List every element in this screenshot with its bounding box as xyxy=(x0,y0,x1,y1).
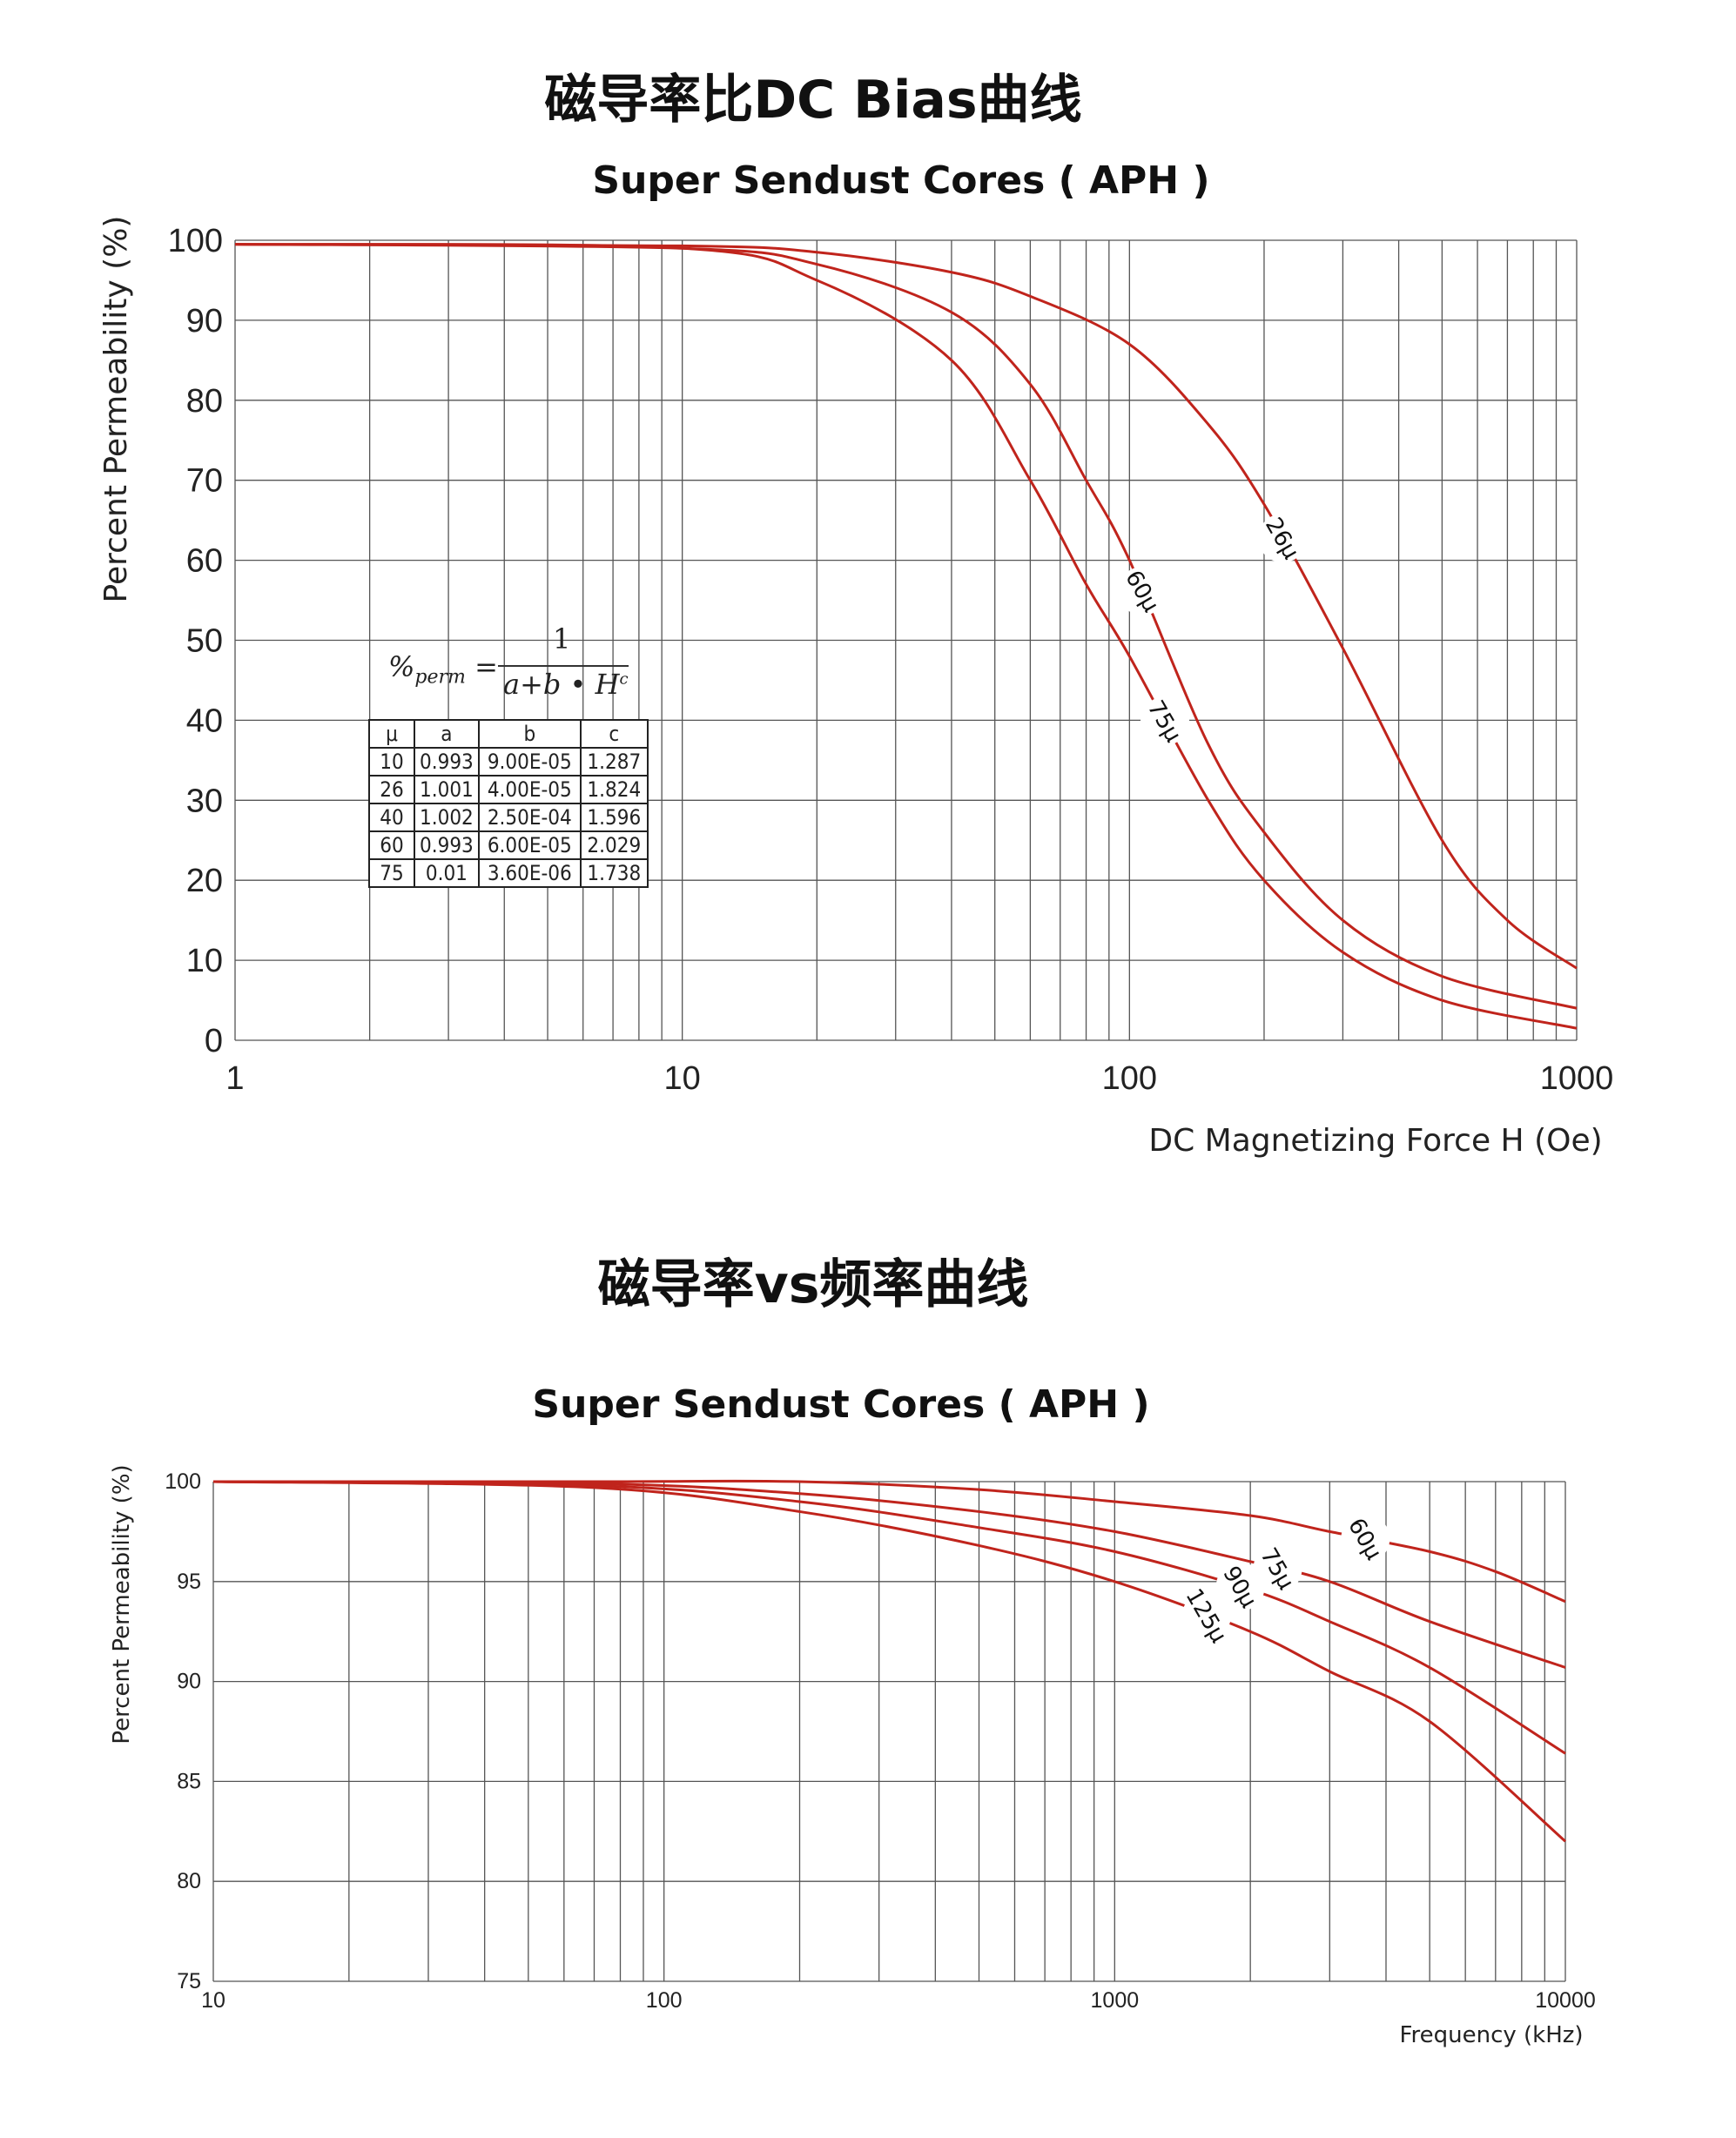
cell: 40 xyxy=(368,803,415,832)
curve-label-background xyxy=(1215,1562,1265,1611)
y-tick-label: 0 xyxy=(205,1023,223,1059)
formula-perm: perm xyxy=(414,666,466,689)
col-header-b: b xyxy=(477,719,582,749)
y-tick-label: 50 xyxy=(186,623,223,660)
table-row: 60 0.993 6.00E-05 2.029 xyxy=(368,830,649,860)
curve-26u xyxy=(234,243,1578,970)
y-tick-label: 90 xyxy=(177,1670,201,1694)
curve-75u xyxy=(212,1480,1566,1669)
col-header-c: c xyxy=(579,719,649,749)
coefficient-table: μ a b c 10 0.993 9.00E-05 1.287 26 1.001 4.00… xyxy=(368,719,649,888)
y-tick-label: 80 xyxy=(186,383,223,420)
chart2-title: Super Sendust Cores ( APH ) xyxy=(532,1382,1149,1427)
curve-label-background xyxy=(1141,696,1190,746)
curve-90u xyxy=(212,1480,1566,1755)
y-tick-label: 100 xyxy=(168,223,223,259)
chart1-main-title: 磁导率比DC Bias曲线 xyxy=(544,70,1081,131)
y-tick-label: 75 xyxy=(177,1969,201,1993)
x-tick-label: 1 xyxy=(225,1060,244,1097)
cell: 3.60E-06 xyxy=(477,858,582,888)
x-tick-label: 1000 xyxy=(1091,1988,1140,2013)
y-tick-label: 95 xyxy=(177,1570,201,1594)
table-row: 75 0.01 3.60E-06 1.738 xyxy=(368,858,649,888)
x-tick-label: 1000 xyxy=(1540,1060,1614,1097)
y-tick-label: 85 xyxy=(177,1769,201,1793)
table-row: 10 0.993 9.00E-05 1.287 xyxy=(368,747,649,777)
curve-label-background xyxy=(1181,1590,1231,1640)
cell: 0.993 xyxy=(414,830,480,860)
formula-numerator: 1 xyxy=(553,622,571,656)
cell: 2.029 xyxy=(579,830,649,860)
chart2-main-title: 磁导率vs频率曲线 xyxy=(598,1254,1029,1315)
formula-denominator-text: a+b • H xyxy=(503,668,620,701)
cell: 26 xyxy=(368,775,415,804)
chart1-y-axis-label: Percent Permeability (%) xyxy=(98,216,134,603)
cell: 75 xyxy=(368,858,415,888)
formula-exponent: c xyxy=(619,669,629,689)
cell: 2.50E-04 xyxy=(477,803,582,832)
x-tick-label: 10 xyxy=(664,1060,701,1097)
y-tick-label: 30 xyxy=(186,783,223,819)
curve-75u xyxy=(234,243,1578,1030)
curve-60u xyxy=(234,243,1578,1010)
cell: 4.00E-05 xyxy=(477,775,582,804)
x-tick-label: 10000 xyxy=(1535,1988,1596,2013)
cell: 1.824 xyxy=(579,775,649,804)
cell: 0.01 xyxy=(414,858,480,888)
chart1-title: Super Sendust Cores ( APH ) xyxy=(592,158,1209,203)
cell: 9.00E-05 xyxy=(477,747,582,777)
formula-denominator: a+b • Hc xyxy=(503,668,629,701)
curve-125u xyxy=(212,1480,1566,1843)
chart2-y-axis-label: Percent Permeability (%) xyxy=(109,1464,135,1744)
y-tick-label: 40 xyxy=(186,703,223,739)
x-tick-label: 10 xyxy=(201,1988,225,2013)
permeability-formula: %perm = 1 a+b • Hc xyxy=(383,622,644,709)
chart2-x-axis-label: Frequency (kHz) xyxy=(1399,2022,1583,2048)
y-tick-label: 90 xyxy=(186,303,223,340)
chart1-x-axis-label: DC Magnetizing Force H (Oe) xyxy=(1148,1123,1602,1159)
formula-percent: % xyxy=(388,650,415,683)
x-tick-label: 100 xyxy=(646,1988,683,2013)
curve-label-background xyxy=(1258,514,1308,563)
y-tick-label: 100 xyxy=(165,1469,201,1494)
cell: 6.00E-05 xyxy=(477,830,582,860)
col-header-mu: μ xyxy=(368,719,415,749)
cell: 1.287 xyxy=(579,747,649,777)
cell: 1.596 xyxy=(579,803,649,832)
y-tick-label: 60 xyxy=(186,543,223,580)
cell: 1.001 xyxy=(414,775,480,804)
y-tick-label: 20 xyxy=(186,863,223,899)
col-header-a: a xyxy=(414,719,480,749)
table-row: 40 1.002 2.50E-04 1.596 xyxy=(368,803,649,832)
table-row: 26 1.001 4.00E-05 1.824 xyxy=(368,775,649,804)
cell: 1.002 xyxy=(414,803,480,832)
curve-label-background xyxy=(1341,1514,1390,1563)
cell: 10 xyxy=(368,747,415,777)
table-header-row: μ a b c xyxy=(368,719,649,749)
x-tick-label: 100 xyxy=(1102,1060,1157,1097)
curve-60u xyxy=(213,1479,1566,1604)
formula-equals: = xyxy=(474,650,498,683)
cell: 0.993 xyxy=(414,747,480,777)
curve-label-background xyxy=(1118,566,1167,615)
formula-fraction-bar xyxy=(498,665,629,667)
curve-label-background xyxy=(1253,1543,1302,1593)
y-tick-label: 10 xyxy=(186,943,223,979)
cell: 1.738 xyxy=(579,858,649,888)
y-tick-label: 80 xyxy=(177,1869,201,1893)
y-tick-label: 70 xyxy=(186,463,223,500)
formula-lhs: %perm = xyxy=(388,650,498,688)
cell: 60 xyxy=(368,830,415,860)
